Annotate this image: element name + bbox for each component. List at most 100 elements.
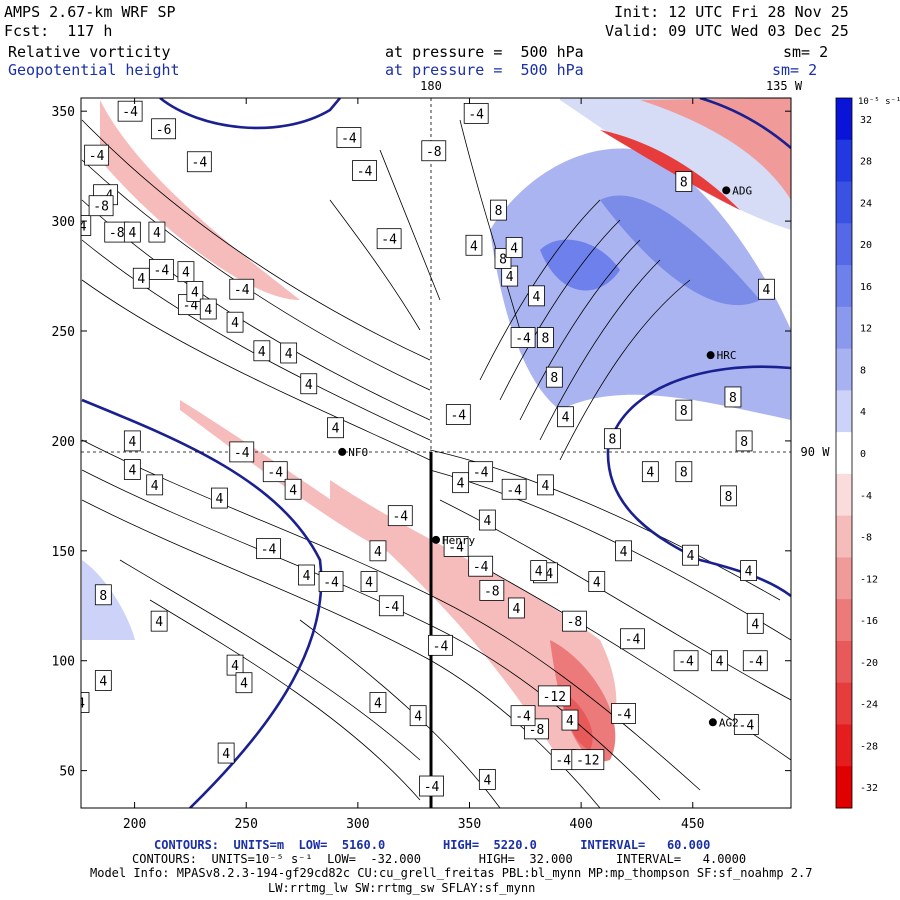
colorbar-tick-label: -28 bbox=[860, 741, 878, 752]
contour-label-box bbox=[468, 461, 494, 483]
vorticity-contour-15 bbox=[479, 199, 601, 381]
vorticity-contour-18 bbox=[539, 259, 661, 441]
x-tick-label: 300 bbox=[346, 817, 369, 832]
colorbar-swatch bbox=[836, 181, 852, 224]
colorbar-tick-label: -8 bbox=[860, 533, 872, 544]
colorbar-swatch bbox=[836, 515, 852, 558]
contour-label-box bbox=[123, 459, 141, 480]
contour-label: -4 bbox=[448, 540, 464, 555]
contour-label-box bbox=[352, 160, 377, 181]
contour-label-box bbox=[235, 672, 253, 694]
x-tick-label: 400 bbox=[569, 817, 592, 832]
contour-label-box bbox=[528, 285, 545, 307]
contour-label: 8 bbox=[680, 466, 688, 481]
contour-label-box bbox=[229, 441, 255, 463]
forecast-hour: Fcst: 117 h bbox=[4, 22, 113, 40]
contour-label: -4 bbox=[183, 299, 199, 314]
field1-level: at pressure = 500 hPa bbox=[385, 43, 584, 61]
colorbar-tick-label: 16 bbox=[860, 282, 872, 293]
x-tick-label: 200 bbox=[123, 817, 146, 832]
field1-name: Relative vorticity bbox=[8, 43, 171, 61]
contour-label: 4 bbox=[216, 492, 224, 507]
contour-label: 4 bbox=[204, 303, 212, 318]
contour-label-box bbox=[465, 234, 483, 256]
contour-label-box bbox=[742, 650, 768, 672]
contour-label: -4 bbox=[261, 543, 277, 558]
colorbar-swatch bbox=[836, 98, 852, 141]
contour-label: 4 bbox=[374, 545, 382, 560]
contour-label: 4 bbox=[240, 677, 248, 692]
vorticity-contour-4 bbox=[81, 279, 431, 461]
contour-label-box bbox=[376, 228, 402, 250]
y-tick-label: 200 bbox=[52, 435, 75, 450]
y-tick-label: 50 bbox=[59, 765, 75, 780]
contour-label: 4 bbox=[506, 270, 514, 285]
contour-label: -4 bbox=[473, 560, 489, 575]
contour-label: -4 bbox=[357, 165, 373, 180]
contour-label-box bbox=[81, 215, 92, 236]
contour-label: 4 bbox=[77, 696, 85, 711]
colorbar-swatch bbox=[836, 724, 852, 767]
field2-name: Geopotential height bbox=[8, 61, 180, 79]
contour-label-box bbox=[682, 544, 699, 566]
contour-label: 4 bbox=[231, 659, 239, 674]
contour-label-box bbox=[740, 560, 757, 582]
contour-label: 4 bbox=[182, 266, 190, 281]
contour-label: 4 bbox=[470, 239, 478, 254]
meridian-90w-label: 90 W bbox=[801, 445, 831, 459]
contour-label: 4 bbox=[457, 477, 465, 492]
contour-label: -4 bbox=[468, 107, 484, 122]
colorbar-tick-label: 24 bbox=[860, 198, 872, 209]
contour-label-box bbox=[603, 428, 621, 450]
vorticity-contour-17 bbox=[519, 239, 641, 421]
contour-label: -4 bbox=[747, 655, 763, 670]
vorticity-contour-0 bbox=[81, 119, 431, 361]
contour-label-box bbox=[746, 612, 764, 634]
footer-radiation-info: LW:rrtmg_lw SW:rrtmg_sw SFLAY:sf_mynn bbox=[268, 881, 536, 895]
colorbar-swatch bbox=[836, 557, 852, 600]
contour-label: 4 bbox=[289, 483, 297, 498]
contour-label: 8 bbox=[729, 391, 737, 406]
contour-label: 4 bbox=[231, 316, 239, 331]
colorbar-tick-label: -32 bbox=[860, 783, 878, 794]
contour-label-box bbox=[369, 692, 387, 713]
contour-label: -8 bbox=[426, 145, 442, 160]
contour-label: 4 bbox=[153, 226, 161, 241]
station-label: NFO bbox=[348, 446, 368, 459]
colorbar-tick-label: -20 bbox=[860, 658, 878, 669]
vorticity-shade-2 bbox=[600, 195, 760, 306]
contour-label-box bbox=[132, 267, 150, 289]
contour-label: 8 bbox=[680, 404, 688, 419]
colorbar-unit: 10⁻⁵ s⁻¹ bbox=[858, 97, 900, 107]
contour-label: 4 bbox=[566, 714, 574, 729]
contour-label: 4 bbox=[222, 747, 230, 762]
y-tick-label: 100 bbox=[52, 655, 75, 670]
contour-label-box bbox=[445, 404, 471, 425]
contour-label: 4 bbox=[258, 345, 266, 360]
contour-label: 8 bbox=[99, 589, 107, 604]
contour-label: 8 bbox=[740, 435, 748, 450]
vorticity-shade-5 bbox=[100, 100, 300, 300]
colorbar-swatch bbox=[836, 223, 852, 266]
contour-label: -4 bbox=[450, 409, 466, 424]
contour-label-box bbox=[428, 634, 453, 656]
contour-label-box bbox=[199, 298, 217, 320]
contour-label-box bbox=[758, 278, 775, 300]
contour-label-box bbox=[229, 278, 255, 300]
contour-label-box bbox=[507, 597, 525, 619]
contour-label-box bbox=[557, 406, 574, 428]
colorbar-tick-label: 4 bbox=[860, 407, 866, 418]
contour-label: -8 bbox=[567, 615, 583, 630]
contour-label: -12 bbox=[576, 754, 599, 769]
colorbar-swatch bbox=[836, 390, 852, 433]
contour-label: 4 bbox=[763, 283, 771, 298]
contour-label-box bbox=[88, 195, 114, 217]
footer-model-info: Model Info: MPASv8.2.3-194-gf29cd82c CU:… bbox=[90, 866, 813, 880]
station-label: AG2 bbox=[719, 716, 739, 729]
field2-smoothing: sm= 2 bbox=[772, 61, 818, 79]
vorticity-shade-11 bbox=[640, 98, 791, 200]
y-tick-label: 250 bbox=[52, 325, 75, 340]
colorbar-tick-label: -24 bbox=[860, 700, 878, 711]
contour-label-box bbox=[468, 555, 494, 577]
contour-label-box bbox=[150, 610, 168, 632]
